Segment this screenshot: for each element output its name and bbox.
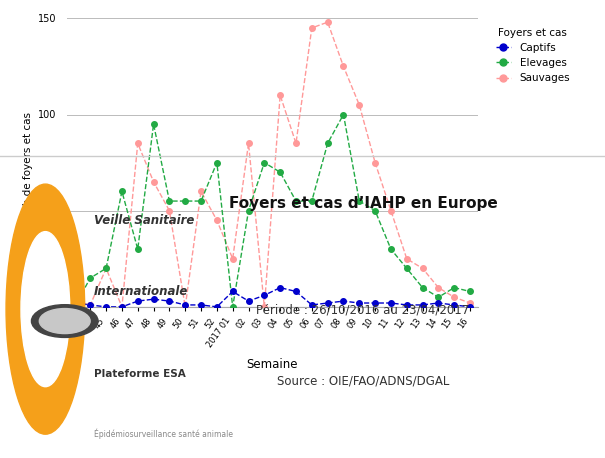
Y-axis label: Nb de foyers et cas: Nb de foyers et cas bbox=[23, 112, 33, 213]
Text: Veille Sanitaire: Veille Sanitaire bbox=[94, 214, 194, 227]
Circle shape bbox=[39, 309, 90, 333]
Circle shape bbox=[31, 305, 98, 338]
Text: Période : 26/10/2016 au 23/04/2017: Période : 26/10/2016 au 23/04/2017 bbox=[257, 303, 469, 316]
X-axis label: Semaine: Semaine bbox=[246, 358, 298, 371]
Ellipse shape bbox=[6, 184, 85, 434]
Text: Internationale: Internationale bbox=[94, 285, 188, 298]
Text: Foyers et cas d’IAHP en Europe: Foyers et cas d’IAHP en Europe bbox=[229, 196, 497, 211]
Ellipse shape bbox=[21, 232, 70, 387]
Text: Épidémiosurveillance santé animale: Épidémiosurveillance santé animale bbox=[94, 428, 233, 439]
Text: Source : OIE/FAO/ADNS/DGAL: Source : OIE/FAO/ADNS/DGAL bbox=[277, 375, 449, 387]
Text: Plateforme ESA: Plateforme ESA bbox=[94, 369, 186, 379]
Legend: Captifs, Elevages, Sauvages: Captifs, Elevages, Sauvages bbox=[491, 23, 574, 87]
